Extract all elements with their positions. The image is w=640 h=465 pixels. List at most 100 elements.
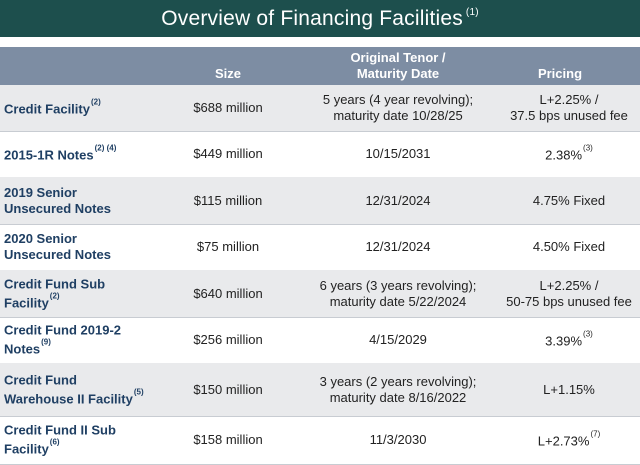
table-header: Size Original Tenor / Maturity Date Pric…	[0, 47, 640, 85]
header-tenor: Original Tenor / Maturity Date	[292, 50, 504, 82]
facility-pricing: 4.75% Fixed	[494, 193, 640, 209]
facility-name-line: Credit Fund II Sub	[4, 422, 116, 438]
facility-pricing: L+1.15%	[494, 382, 640, 398]
facility-size-line: $256 million	[193, 332, 263, 347]
facility-name: Credit Fund Sub Facility(2)	[4, 276, 164, 311]
facility-pricing-line: 50-75 bps unused fee	[506, 293, 632, 309]
facility-name: Credit Fund 2019-2 Notes(9)	[4, 322, 164, 357]
table-row: Credit Fund Warehouse II Facility(5) $150 …	[0, 363, 640, 417]
facility-pricing-line: 4.75% Fixed	[532, 192, 606, 208]
facility-size: $115 million	[168, 193, 288, 209]
facility-name-line: Facility	[4, 295, 49, 311]
footnote-marker: (3)	[583, 143, 593, 153]
facility-tenor-line: maturity date 5/22/2024	[329, 293, 467, 309]
facility-size-line: $75 million	[196, 239, 260, 254]
header-tenor-line2: Maturity Date	[356, 66, 440, 81]
footnote-marker: (6)	[49, 437, 60, 447]
table-row: 2015-1R Notes(2) (4) $449 million 10/15/20…	[0, 131, 640, 178]
facility-tenor-line: maturity date 10/28/25	[333, 108, 463, 123]
facility-tenor: 6 years (3 years revolving); maturity dat…	[292, 278, 504, 310]
facility-size: $256 million	[168, 332, 288, 348]
facility-name: 2015-1R Notes(2) (4)	[4, 143, 164, 163]
facility-size-line: $640 million	[193, 285, 263, 301]
facility-name-line: Credit Fund	[4, 371, 77, 387]
facility-tenor-line: maturity date 8/16/2022	[329, 389, 467, 405]
title-text: Overview of Financing Facilities	[161, 6, 463, 30]
facility-tenor-line: 5 years (4 year revolving);	[322, 92, 474, 107]
facility-pricing-line: 3.39%	[545, 333, 583, 349]
facility-name-line: 2019 Senior	[4, 184, 77, 200]
footnote-marker: (2) (4)	[94, 143, 117, 153]
footnote-marker: (2)	[49, 290, 60, 300]
facility-tenor: 10/15/2031	[292, 146, 504, 162]
facility-tenor: 12/31/2024	[292, 239, 504, 255]
facility-pricing-line: 37.5 bps unused fee	[510, 108, 628, 123]
facility-tenor-line: 3 years (2 years revolving);	[319, 373, 477, 389]
facility-size: $688 million	[168, 100, 288, 116]
facility-tenor: 4/15/2029	[292, 332, 504, 348]
footnote-marker: (2)	[90, 97, 101, 107]
facility-tenor-line: 10/15/2031	[365, 146, 431, 161]
facility-size-line: $688 million	[193, 100, 263, 115]
facility-size-line: $158 million	[193, 432, 263, 447]
facility-name-line: Credit Fund 2019-2	[4, 322, 122, 338]
facility-pricing-line: 2.38%	[545, 147, 583, 163]
facility-name-line: Notes	[4, 341, 41, 357]
facility-pricing: L+2.73%(7)	[494, 429, 640, 449]
facility-pricing: 2.38%(3)	[494, 143, 640, 163]
facility-name: Credit Facility(2)	[4, 97, 164, 117]
table-row: Credit Fund II Sub Facility(6) $158 millio…	[0, 416, 640, 465]
facility-pricing: L+2.25% /50-75 bps unused fee	[494, 278, 640, 310]
header-size: Size	[214, 66, 241, 81]
facility-name: Credit Fund Warehouse II Facility(5)	[4, 372, 164, 407]
facility-size: $75 million	[168, 239, 288, 255]
facility-pricing-line: L+2.25% /	[539, 277, 599, 293]
footnote-marker: (3)	[583, 329, 593, 339]
facility-tenor: 11/3/2030	[292, 432, 504, 448]
title-footnote: (1)	[465, 7, 479, 18]
table-row: Credit Facility(2) $688 million 5 years (4…	[0, 85, 640, 132]
table-row: Credit Fund Sub Facility(2) $640 million 6 …	[0, 270, 640, 318]
facility-name-line: Credit Fund Sub	[4, 275, 106, 291]
facility-name-line: Facility	[4, 441, 49, 457]
facility-name-line: Warehouse II Facility	[4, 391, 133, 407]
header-pricing: Pricing	[537, 66, 583, 81]
footnote-marker: (7)	[590, 429, 601, 439]
facility-name: 2020 Senior Unsecured Notes	[4, 231, 164, 263]
facility-tenor-line: 12/31/2024	[365, 192, 431, 208]
facility-tenor-line: 11/3/2030	[369, 432, 427, 447]
facility-size: $640 million	[168, 286, 288, 302]
facility-pricing: 4.50% Fixed	[494, 239, 640, 255]
footnote-marker: (5)	[133, 386, 144, 396]
facility-tenor: 3 years (2 years revolving); maturity dat…	[292, 374, 504, 406]
facility-tenor-line: 6 years (3 years revolving);	[319, 277, 477, 293]
facility-name-line: 2020 Senior	[4, 231, 77, 246]
facility-name-line: Credit Facility	[4, 101, 90, 117]
facility-name: 2019 Senior Unsecured Notes	[4, 185, 164, 217]
facility-pricing-line: 4.50% Fixed	[532, 239, 606, 254]
facility-pricing-line: L+1.15%	[543, 381, 595, 397]
facility-tenor-line: 4/15/2029	[369, 332, 427, 347]
facility-pricing-line: L+2.73%	[537, 433, 590, 449]
facility-name: Credit Fund II Sub Facility(6)	[4, 422, 164, 457]
table-row: Credit Fund 2019-2 Notes(9) $256 million 4/…	[0, 317, 640, 364]
facility-size: $158 million	[168, 432, 288, 448]
table-row: 2020 Senior Unsecured Notes $75 million 12/…	[0, 224, 640, 271]
facility-tenor: 5 years (4 year revolving); maturity date…	[292, 92, 504, 124]
facility-tenor-line: 12/31/2024	[365, 239, 431, 254]
facility-size: $150 million	[168, 382, 288, 398]
page-title: Overview of Financing Facilities (1)	[0, 0, 640, 37]
header-tenor-line1: Original Tenor /	[350, 50, 446, 65]
facility-size-line: $150 million	[193, 381, 263, 397]
facility-name-line: Unsecured Notes	[4, 200, 111, 216]
facility-name-line: 2015-1R Notes	[4, 147, 94, 163]
facility-tenor: 12/31/2024	[292, 193, 504, 209]
facility-size: $449 million	[168, 146, 288, 162]
facility-name-line: Unsecured Notes	[4, 247, 111, 262]
footnote-marker: (9)	[41, 337, 51, 347]
facility-size-line: $115 million	[193, 192, 263, 208]
facility-pricing-line: L+2.25% /	[539, 92, 599, 107]
facility-pricing: L+2.25% /37.5 bps unused fee	[494, 92, 640, 124]
facility-size-line: $449 million	[193, 146, 263, 161]
facility-pricing: 3.39%(3)	[494, 329, 640, 349]
